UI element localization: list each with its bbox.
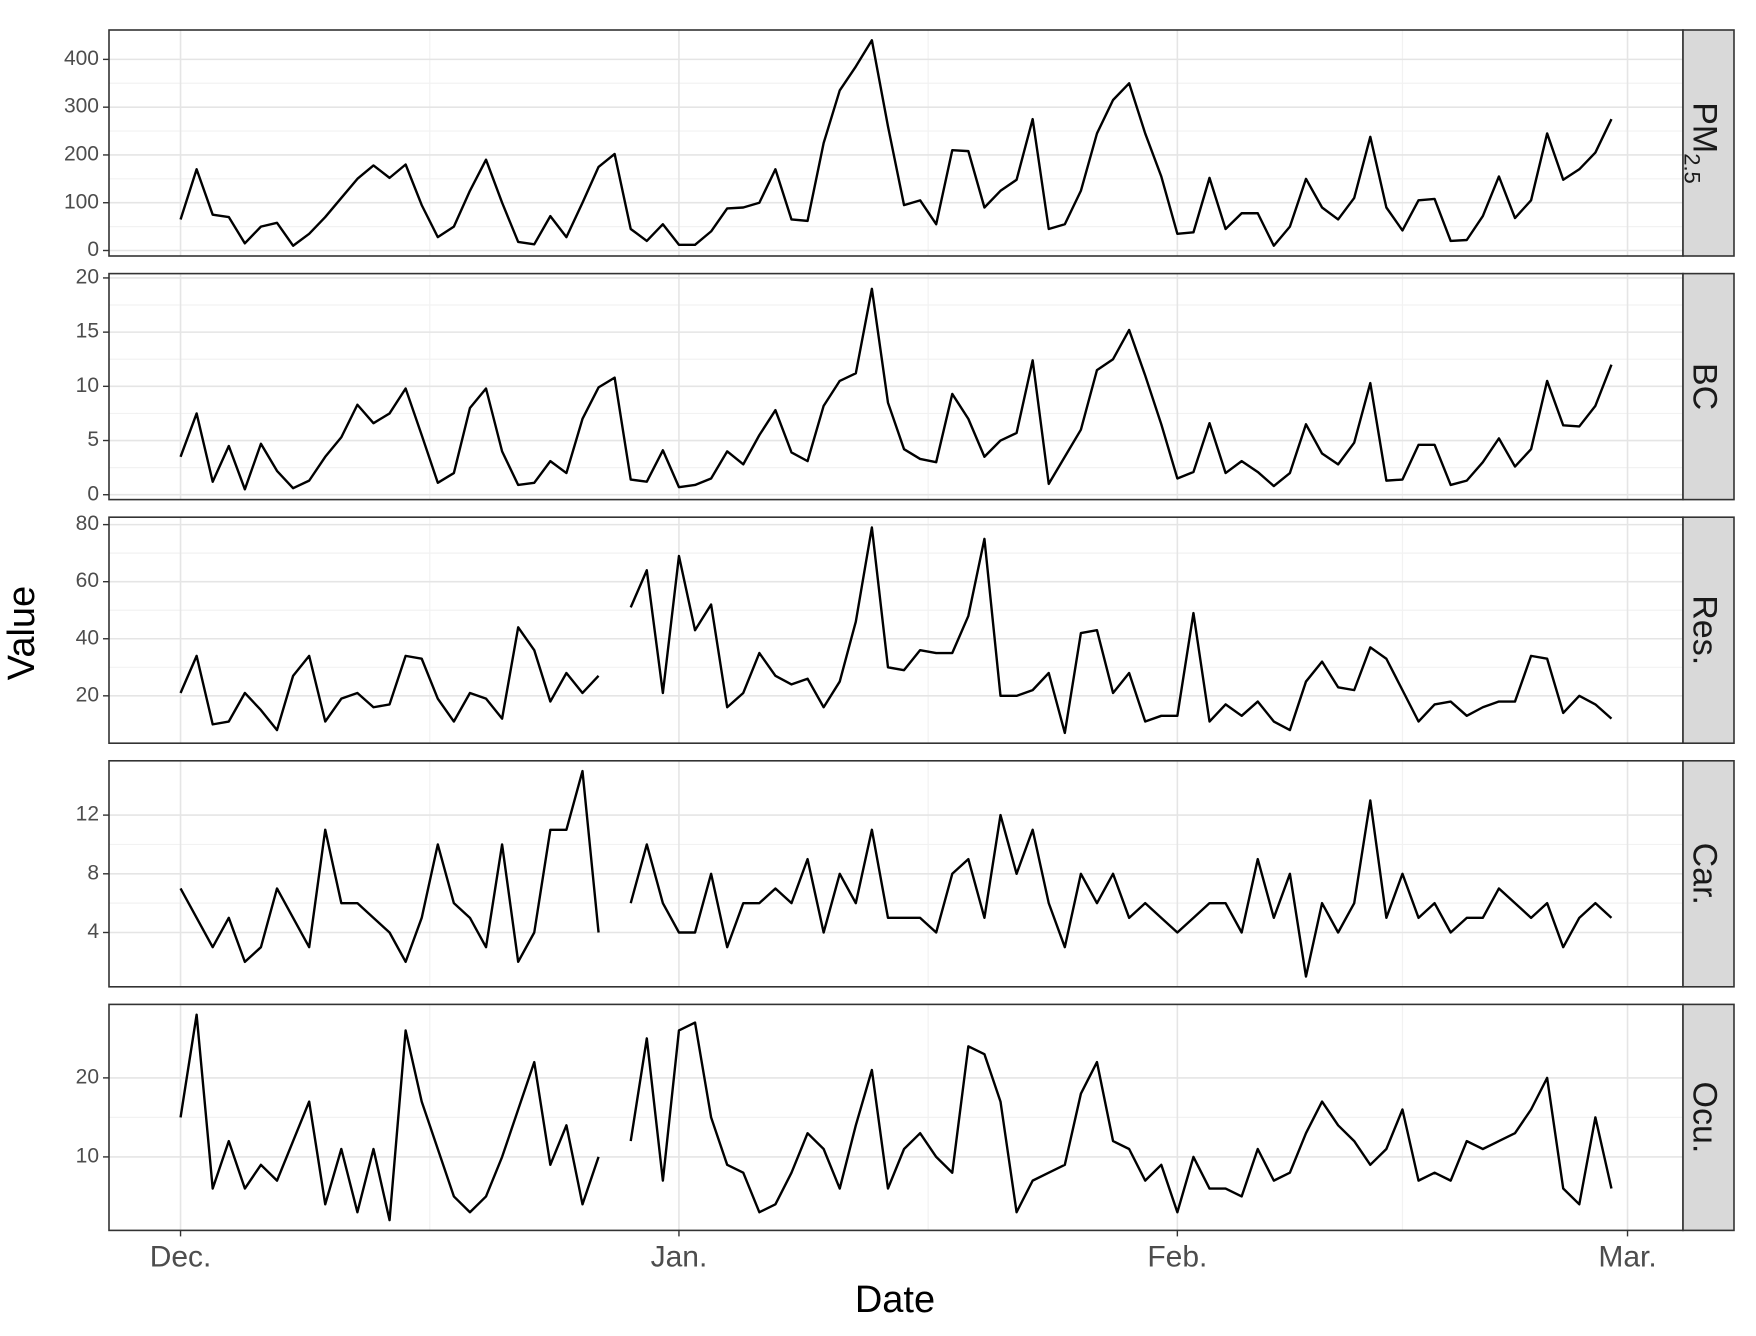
strip-background — [1682, 29, 1735, 257]
strip-label: PM2.5 — [1680, 102, 1724, 184]
strip-background — [1682, 1003, 1735, 1232]
x-tick-label: Dec. — [150, 1240, 212, 1273]
strip-label-text: Res. — [1686, 595, 1724, 665]
y-tick-label: 20 — [76, 265, 99, 288]
strip-background — [1682, 272, 1735, 501]
x-tick-label: Feb. — [1147, 1240, 1207, 1273]
data-line — [179, 287, 1613, 491]
y-tick-label: 20 — [76, 683, 99, 706]
strip-label: Car. — [1686, 843, 1724, 905]
y-tick-label: 80 — [76, 512, 99, 535]
data-line — [179, 769, 1613, 978]
data-line — [179, 526, 1613, 735]
y-tick-label: 0 — [87, 238, 99, 261]
x-tick-label: Mar. — [1598, 1240, 1656, 1273]
x-tick-label: Jan. — [651, 1240, 708, 1273]
y-tick-label: 4 — [87, 920, 99, 943]
panel-background — [109, 517, 1683, 744]
y-tick-label: 20 — [76, 1065, 99, 1088]
y-tick-label: 400 — [64, 47, 99, 70]
data-line — [179, 1013, 1613, 1222]
strip-label-subscript: 2.5 — [1680, 153, 1705, 184]
strip-label-text: Ocu. — [1686, 1081, 1724, 1153]
y-tick-label: 12 — [76, 803, 99, 826]
y-tick-label: 40 — [76, 626, 99, 649]
y-tick-label: 5 — [87, 428, 99, 451]
y-tick-label: 0 — [87, 482, 99, 505]
strip-label: Ocu. — [1686, 1081, 1724, 1153]
y-tick-label: 10 — [76, 374, 99, 397]
y-tick-label: 100 — [64, 190, 99, 213]
strip-label: Res. — [1686, 595, 1724, 665]
strip-label: BC — [1686, 363, 1724, 410]
strip-label-text: Car. — [1686, 843, 1724, 905]
y-tick-label: 8 — [87, 861, 99, 884]
strip-background — [1682, 516, 1735, 745]
y-tick-label: 15 — [76, 320, 99, 343]
strip-background — [1682, 759, 1735, 988]
y-axis-title: Value — [1, 586, 43, 680]
y-tick-label: 10 — [76, 1144, 99, 1167]
y-tick-label: 200 — [64, 142, 99, 165]
panel-background — [109, 30, 1683, 256]
strip-label-text: PM — [1686, 102, 1724, 153]
x-axis-title: Date — [855, 1279, 935, 1321]
y-tick-label: 60 — [76, 569, 99, 592]
strip-label-text: BC — [1686, 363, 1724, 410]
y-tick-label: 300 — [64, 95, 99, 118]
data-line — [179, 39, 1613, 247]
